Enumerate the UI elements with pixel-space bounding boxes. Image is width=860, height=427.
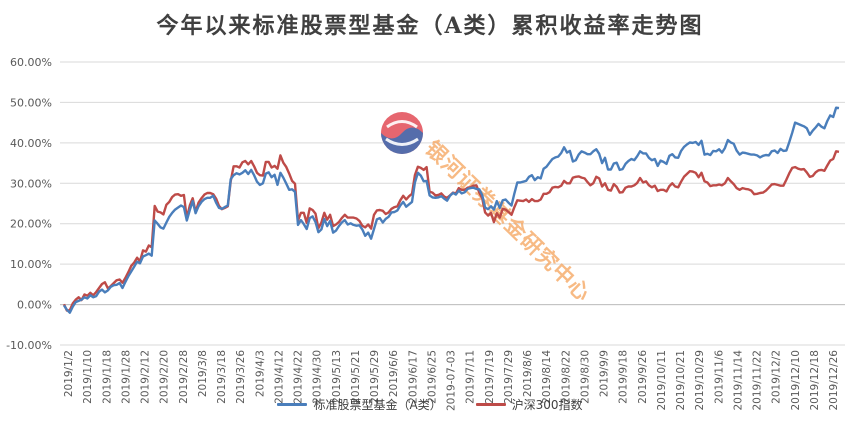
legend-label-fund: 标准股票型基金（A类） (313, 398, 442, 412)
x-tick-label: 2019/7/19 (484, 350, 496, 404)
x-tick-label: 2019/5/21 (350, 350, 362, 404)
y-axis-tick-labels: -10.00% 0.00% 10.00% 20.00% 30.00% 40.00% 50.0… (6, 56, 52, 352)
x-tick-label: 2019/10/11 (656, 350, 668, 411)
x-tick-label: 2019/5/13 (331, 350, 343, 404)
x-tick-label: 2019/12/2 (771, 350, 783, 404)
legend-swatch-index (475, 403, 506, 406)
legend-label-index: 沪深300指数 (511, 398, 583, 412)
x-tick-label: 2019/8/22 (560, 350, 572, 404)
x-tick-label: 2019/4/22 (293, 350, 305, 404)
x-tick-label: 2019/10/21 (675, 350, 687, 411)
x-tick-label: 2019/11/6 (713, 350, 725, 404)
x-tick-label: 2019/2/20 (159, 350, 171, 404)
x-tick-label: 2019/3/26 (235, 350, 247, 404)
yinhe-logo (381, 112, 423, 154)
watermark-text: 银河证券基金研究中心 (421, 136, 596, 306)
x-tick-label: 2019/8/30 (579, 350, 591, 404)
y-tick-label: 0.00% (17, 299, 52, 312)
x-tick-label: 2019/12/10 (790, 350, 802, 411)
y-tick-label: 40.00% (10, 137, 52, 150)
gridlines (60, 61, 845, 346)
chart-title: 今年以来标准股票型基金（A类）累积收益率走势图 (156, 13, 704, 39)
x-tick-label: 2019/11/14 (732, 350, 744, 411)
legend-item-index: 沪深300指数 (475, 396, 583, 413)
x-tick-label: 2019/1/18 (101, 350, 113, 404)
legend-item-fund: 标准股票型基金（A类） (277, 396, 442, 413)
legend: 标准股票型基金（A类） 沪深300指数 (0, 396, 860, 413)
x-tick-label: 2019/8/6 (522, 350, 534, 397)
x-tick-label: 2019/7/11 (465, 350, 477, 404)
x-tick-label: 2019/9/9 (599, 350, 611, 397)
series-line-fund (62, 106, 840, 314)
series-lines (62, 106, 840, 314)
x-tick-label: 2019/6/6 (388, 350, 400, 397)
x-tick-label: 2019/3/18 (216, 350, 228, 404)
x-tick-label: 2019/1/10 (82, 350, 94, 404)
x-tick-label: 2019/8/14 (541, 350, 553, 404)
x-tick-label: 2019/10/29 (694, 350, 706, 411)
x-tick-label: 2019/1/28 (120, 350, 132, 404)
x-tick-label: 2019/3/8 (197, 350, 209, 397)
x-tick-label: 2019/11/22 (752, 350, 764, 411)
y-tick-label: 30.00% (10, 177, 52, 190)
x-tick-label: 2019/7/29 (503, 350, 515, 404)
x-tick-label: 2019/5/29 (369, 350, 381, 404)
y-tick-label: 10.00% (10, 258, 52, 271)
x-tick-label: 2019/4/3 (254, 350, 266, 397)
y-tick-label: 50.00% (10, 96, 52, 109)
x-tick-label: 2019/12/18 (809, 350, 821, 411)
x-tick-label: 2019/2/12 (140, 350, 152, 404)
x-tick-label: 2019/9/18 (618, 350, 630, 404)
x-tick-label: 2019/4/12 (273, 350, 285, 404)
x-tick-label: 2019/6/17 (407, 350, 419, 404)
y-tick-label: 20.00% (10, 218, 52, 231)
x-tick-label: 2019/4/30 (312, 350, 324, 404)
x-tick-label: 2019/2/28 (178, 350, 190, 404)
x-tick-label: 2019-07-03 (446, 350, 458, 411)
x-tick-label: 2019/9/26 (637, 350, 649, 404)
y-tick-label: 60.00% (10, 56, 52, 69)
legend-swatch-fund (277, 403, 308, 406)
x-tick-label: 2019/1/2 (63, 350, 75, 397)
y-tick-label: -10.00% (6, 339, 52, 352)
x-axis-tick-labels: 2019/1/2 2019/1/10 2019/1/18 2019/1/28 2019/… (63, 350, 840, 411)
x-tick-label: 2019/6/25 (426, 350, 438, 404)
x-tick-label: 2019/12/26 (828, 350, 840, 411)
